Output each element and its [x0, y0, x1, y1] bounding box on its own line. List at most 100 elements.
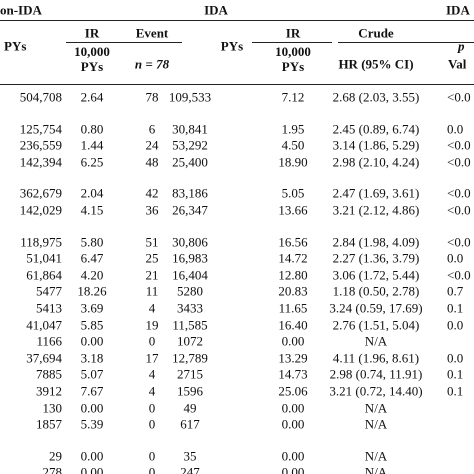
cell: 12,789: [172, 350, 208, 366]
cell: 51,041: [26, 250, 62, 266]
header-rule: [0, 20, 474, 21]
cell: <0.0: [447, 202, 471, 218]
column-header: PYs: [4, 38, 27, 54]
cell: 142,394: [19, 154, 62, 170]
cell: 4.15: [80, 202, 104, 218]
cell: N/A: [364, 333, 388, 349]
cell: 0.0: [447, 121, 464, 137]
cell: 0.00: [281, 400, 305, 416]
cell: 5477: [36, 283, 62, 299]
cell: 7.67: [80, 383, 104, 399]
cell: 5280: [177, 283, 203, 299]
cell: 2715: [177, 366, 203, 382]
cell: 2.45 (0.89, 6.74): [332, 121, 420, 137]
cell: 1072: [177, 333, 203, 349]
cell: 14.72: [278, 250, 308, 266]
unit-header: 10,000 PYs: [275, 44, 311, 74]
cell: 504,708: [19, 89, 62, 105]
cell: 35: [183, 448, 197, 464]
cell: 0: [148, 448, 156, 464]
cell: 2.64: [80, 89, 104, 105]
cell: 61,864: [26, 267, 62, 283]
cell: 78: [145, 89, 159, 105]
cell: N/A: [364, 416, 388, 432]
cell: 0: [148, 333, 156, 349]
cell: 17: [145, 350, 159, 366]
cell: 5.39: [80, 416, 104, 432]
subheader-rule: [66, 42, 182, 43]
subheader-rule: [252, 42, 332, 43]
cell: 1166: [36, 333, 62, 349]
cell: 11: [145, 283, 159, 299]
cell: 4.20: [80, 267, 104, 283]
cell: 16,983: [172, 250, 208, 266]
cell: 3.21 (0.72, 14.40): [329, 383, 423, 399]
cell: 2.47 (1.69, 3.61): [332, 185, 420, 201]
cell: 2.68 (2.03, 3.55): [332, 89, 420, 105]
group-header: IDA: [204, 2, 228, 18]
cell: 5.07: [80, 366, 104, 382]
cell: 14.73: [278, 366, 308, 382]
unit-header: Val: [448, 56, 467, 72]
cell: 6.25: [80, 154, 104, 170]
cell: 362,679: [19, 185, 62, 201]
column-header: PYs: [220, 38, 244, 54]
cell: 1857: [36, 416, 62, 432]
column-header: IR: [84, 25, 100, 41]
cell: 6: [148, 121, 156, 137]
cell: 0.00: [281, 333, 305, 349]
cell: 2.27 (1.36, 3.79): [332, 250, 420, 266]
cell: 13.66: [278, 202, 308, 218]
cell: 3.06 (1.72, 5.44): [332, 267, 420, 283]
cell: 0: [148, 400, 156, 416]
cell: 278: [42, 464, 63, 474]
cell: 0.00: [281, 464, 305, 474]
cell: 36: [145, 202, 159, 218]
cell: 130: [42, 400, 63, 416]
cell: 12.80: [278, 267, 308, 283]
cell: 25.06: [278, 383, 308, 399]
group-header: IDA: [446, 2, 470, 18]
cell: N/A: [364, 448, 388, 464]
cell: 0.00: [281, 448, 305, 464]
cell: 0.1: [447, 366, 464, 382]
cell: 11.65: [278, 300, 308, 316]
cell: 7.12: [281, 89, 305, 105]
cell: 0.00: [281, 416, 305, 432]
cell: 16,404: [172, 267, 208, 283]
cell: 1.44: [80, 137, 104, 153]
cell: 1.18 (0.50, 2.78): [332, 283, 420, 299]
cell: 0: [148, 464, 156, 474]
cell: 5413: [36, 300, 62, 316]
header-bottom-rule: [0, 84, 474, 85]
cell: 3.18: [80, 350, 104, 366]
cell: 0.1: [447, 383, 464, 399]
cell: 41,047: [26, 317, 62, 333]
cell: 0.7: [447, 283, 464, 299]
cell: 2.76 (1.51, 5.04): [332, 317, 420, 333]
cell: 0: [148, 416, 156, 432]
cell: 25: [145, 250, 159, 266]
column-header: Crude: [358, 25, 394, 41]
cell: 3433: [177, 300, 203, 316]
cell: 37,694: [26, 350, 62, 366]
cell: 6.47: [80, 250, 104, 266]
cell: 142,029: [19, 202, 62, 218]
cell: 125,754: [19, 121, 62, 137]
cell: 26,347: [172, 202, 208, 218]
cell: 2.98 (2.10, 4.24): [332, 154, 420, 170]
cell: 5.80: [80, 234, 104, 250]
cell: 0.00: [80, 448, 104, 464]
cell: 2.04: [80, 185, 104, 201]
cell: 617: [180, 416, 200, 432]
column-header: p: [458, 38, 465, 54]
cell: 4: [148, 383, 156, 399]
unit-header: n = 78: [134, 56, 170, 72]
cell: 30,841: [172, 121, 208, 137]
cell: <0.0: [447, 234, 471, 250]
cell: 0.00: [80, 333, 104, 349]
cell: 1.95: [281, 121, 305, 137]
cell: 4: [148, 366, 156, 382]
cell: 1596: [177, 383, 203, 399]
cell: 4.11 (1.96, 8.61): [332, 350, 420, 366]
